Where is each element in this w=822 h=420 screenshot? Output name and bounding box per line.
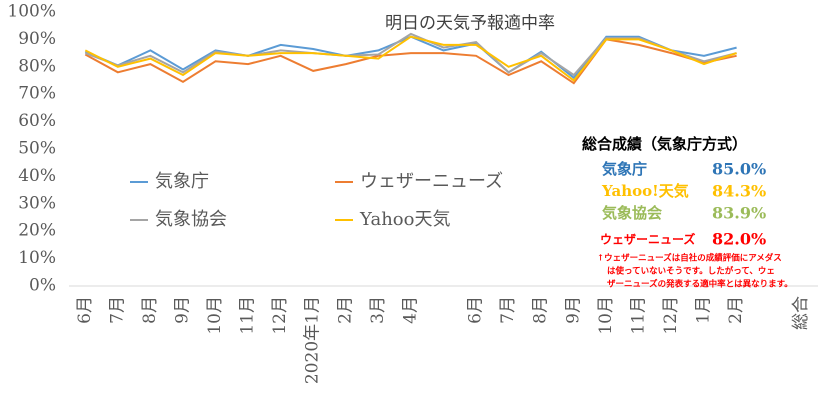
y-tick-label: 60% bbox=[18, 111, 56, 131]
y-tick-label: 70% bbox=[18, 84, 56, 104]
summary-value: 85.0% bbox=[712, 160, 766, 179]
x-tick-label: 11月 bbox=[628, 296, 648, 335]
legend-label: 気象庁 bbox=[155, 171, 209, 192]
summary-name: 気象庁 bbox=[602, 160, 647, 178]
x-tick-label: 4月 bbox=[400, 296, 420, 324]
x-tick-label: 8月 bbox=[531, 296, 551, 324]
x-tick-label: 3月 bbox=[368, 296, 388, 324]
legend-label: 気象協会 bbox=[155, 209, 227, 230]
y-tick-label: 50% bbox=[18, 139, 56, 159]
y-tick-label: 90% bbox=[18, 29, 56, 49]
summary-value: 83.9% bbox=[712, 204, 766, 223]
x-tick-label: 10月 bbox=[596, 296, 616, 335]
y-tick-label: 100% bbox=[7, 2, 56, 22]
series-line bbox=[84, 32, 737, 77]
legend-label: Yahoo天気 bbox=[359, 209, 450, 230]
series-line bbox=[84, 35, 737, 82]
summary-value: 84.3% bbox=[712, 182, 766, 201]
x-tick-label: 総合 bbox=[791, 296, 811, 330]
y-tick-label: 30% bbox=[18, 193, 56, 213]
x-tick-label: 9月 bbox=[563, 296, 583, 324]
x-tick-label: 7月 bbox=[107, 296, 127, 324]
x-tick-label: 10月 bbox=[205, 296, 225, 335]
x-tick-label: 7月 bbox=[498, 296, 518, 324]
series-line bbox=[84, 38, 737, 85]
y-tick-label: 0% bbox=[29, 276, 56, 296]
x-tick-label: 8月 bbox=[140, 296, 160, 324]
note: ↑ウェザーニューズは自社の成績評価にアメダス bbox=[597, 253, 782, 264]
summary-name: ウェザーニューズ bbox=[600, 232, 695, 247]
chart-title: 明日の天気予報適中率 bbox=[385, 14, 555, 34]
x-tick-label: 9月 bbox=[172, 296, 192, 324]
y-tick-label: 10% bbox=[18, 248, 56, 268]
x-tick-label: 11月 bbox=[238, 296, 258, 335]
x-tick-label: 2020年1月 bbox=[303, 296, 323, 384]
x-tick-label: 6月 bbox=[466, 296, 486, 324]
note: は使っていないそうです。したがって、ウェ bbox=[607, 266, 775, 277]
legend-label: ウェザーニューズ bbox=[360, 171, 503, 192]
y-tick-label: 20% bbox=[18, 221, 56, 241]
x-tick-label: 2月 bbox=[335, 296, 355, 324]
x-tick-label: 1月 bbox=[694, 296, 714, 324]
summary-title: 総合成績（気象庁方式） bbox=[582, 135, 747, 153]
summary-name: 気象協会 bbox=[602, 204, 662, 222]
summary-name: Yahoo!天気 bbox=[601, 182, 689, 200]
y-tick-label: 80% bbox=[18, 56, 56, 76]
x-tick-label: 12月 bbox=[270, 296, 290, 335]
x-tick-label: 12月 bbox=[661, 296, 681, 335]
x-tick-label: 2月 bbox=[726, 296, 746, 324]
x-tick-label: 6月 bbox=[75, 296, 95, 324]
note: ザーニューズの発表する適中率とは異なります。 bbox=[607, 279, 793, 290]
y-tick-label: 40% bbox=[18, 166, 56, 186]
summary-value: 82.0% bbox=[712, 230, 766, 249]
